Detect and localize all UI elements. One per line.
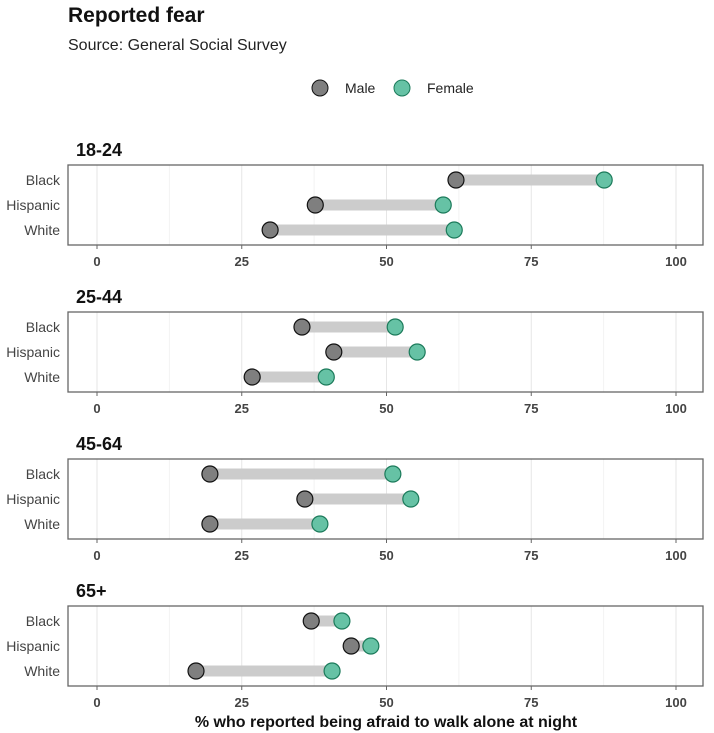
x-tick-label: 25: [235, 401, 249, 416]
female-point: [317, 368, 335, 386]
x-tick-label: 25: [235, 254, 249, 269]
legend-male-label: Male: [345, 80, 376, 96]
panel-title: 65+: [76, 581, 107, 601]
panel-title: 18-24: [76, 140, 122, 160]
legend: Male Female: [311, 79, 474, 97]
x-axis-label: % who reported being afraid to walk alon…: [195, 714, 578, 731]
x-tick-label: 100: [665, 254, 687, 269]
y-category-label: Hispanic: [6, 197, 60, 213]
y-category-label: Hispanic: [6, 638, 60, 654]
female-point: [445, 221, 463, 239]
x-tick-label: 75: [524, 548, 538, 563]
female-point: [362, 637, 380, 655]
male-point: [243, 368, 261, 386]
x-tick-label: 75: [524, 254, 538, 269]
male-point: [302, 612, 320, 630]
x-tick-label: 100: [665, 401, 687, 416]
female-point: [434, 196, 452, 214]
panel-border: [67, 164, 704, 246]
male-point: [306, 196, 324, 214]
male-point: [293, 318, 311, 336]
x-tick-label: 25: [235, 695, 249, 710]
x-tick-label: 50: [379, 695, 393, 710]
y-category-label: Black: [26, 172, 61, 188]
x-tick-label: 0: [93, 548, 100, 563]
y-category-label: Black: [26, 319, 61, 335]
panel-border: [67, 311, 704, 393]
chart-subtitle: Source: General Social Survey: [68, 37, 287, 54]
panel-border: [67, 605, 704, 687]
panel-title: 25-44: [76, 287, 122, 307]
x-tick-label: 50: [379, 548, 393, 563]
female-point: [386, 318, 404, 336]
x-tick-label: 75: [524, 695, 538, 710]
male-point: [261, 221, 279, 239]
female-point: [408, 343, 426, 361]
x-tick-label: 100: [665, 695, 687, 710]
female-point: [595, 171, 613, 189]
male-point: [325, 343, 343, 361]
female-point: [384, 465, 402, 483]
female-point: [311, 515, 329, 533]
y-category-label: White: [24, 516, 60, 532]
x-tick-label: 50: [379, 401, 393, 416]
y-category-label: White: [24, 663, 60, 679]
y-category-label: Hispanic: [6, 344, 60, 360]
female-point: [402, 490, 420, 508]
y-category-label: Black: [26, 613, 61, 629]
male-point: [201, 515, 219, 533]
x-tick-label: 75: [524, 401, 538, 416]
male-point: [342, 637, 360, 655]
x-tick-label: 25: [235, 548, 249, 563]
x-tick-label: 50: [379, 254, 393, 269]
x-tick-label: 100: [665, 548, 687, 563]
male-point: [447, 171, 465, 189]
y-category-label: White: [24, 222, 60, 238]
chart-title: Reported fear: [68, 4, 205, 27]
x-tick-label: 0: [93, 254, 100, 269]
legend-female-marker: [393, 79, 411, 97]
panel-background: [68, 606, 703, 686]
x-tick-label: 0: [93, 695, 100, 710]
female-point: [333, 612, 351, 630]
female-point: [323, 662, 341, 680]
legend-female-label: Female: [427, 80, 474, 96]
panel-border: [67, 458, 704, 540]
y-category-label: Hispanic: [6, 491, 60, 507]
panel-title: 45-64: [76, 434, 122, 454]
male-point: [296, 490, 314, 508]
legend-male-marker: [311, 79, 329, 97]
male-point: [201, 465, 219, 483]
male-point: [187, 662, 205, 680]
x-tick-label: 0: [93, 401, 100, 416]
y-category-label: Black: [26, 466, 61, 482]
y-category-label: White: [24, 369, 60, 385]
